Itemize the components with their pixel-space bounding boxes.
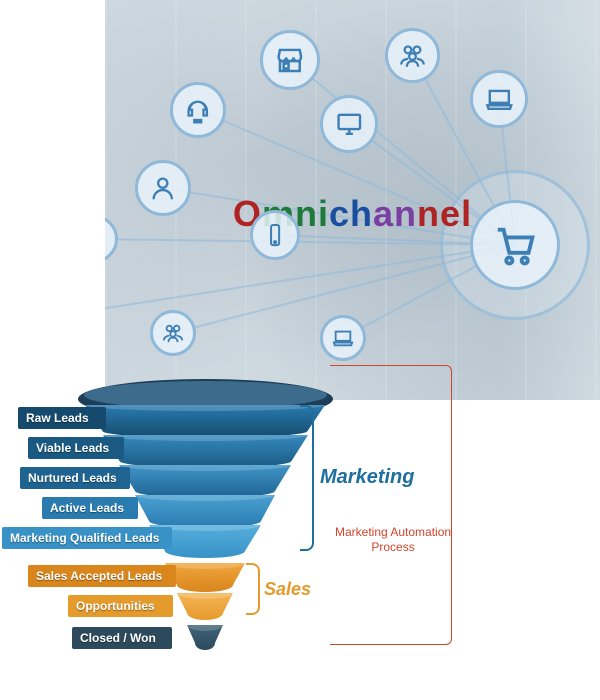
storefront-icon [260, 30, 320, 90]
stage-label-raw: Raw Leads [18, 407, 106, 429]
stage-label-sal: Sales Accepted Leads [28, 565, 176, 587]
computer-icon [320, 95, 378, 153]
group2-icon [150, 310, 196, 356]
stage-label-won: Closed / Won [72, 627, 172, 649]
funnel-stage-won [187, 625, 223, 657]
sales-funnel: Raw Leads Viable Leads Nurtured Leads Activ… [0, 375, 600, 700]
stage-label-nurt: Nurtured Leads [20, 467, 130, 489]
person-icon [135, 160, 191, 216]
stage-label-active: Active Leads [42, 497, 138, 519]
laptop-icon [470, 70, 528, 128]
sales-bracket [246, 563, 260, 615]
automation-label: Marketing AutomationProcess [335, 525, 451, 555]
automation-path [330, 365, 452, 645]
cart-big-icon [470, 200, 560, 290]
stage-label-opp: Opportunities [68, 595, 173, 617]
stage-label-mql: Marketing Qualified Leads [2, 527, 172, 549]
group-icon [385, 28, 440, 83]
omnichannel-hero: Omnichannel [105, 0, 600, 400]
headset-icon [170, 82, 226, 138]
sales-label: Sales [264, 579, 311, 600]
phone-icon [250, 210, 300, 260]
stage-label-viable: Viable Leads [28, 437, 124, 459]
funnel-stage-opp [177, 593, 233, 627]
laptop2-icon [320, 315, 366, 361]
marketing-bracket [300, 405, 314, 551]
